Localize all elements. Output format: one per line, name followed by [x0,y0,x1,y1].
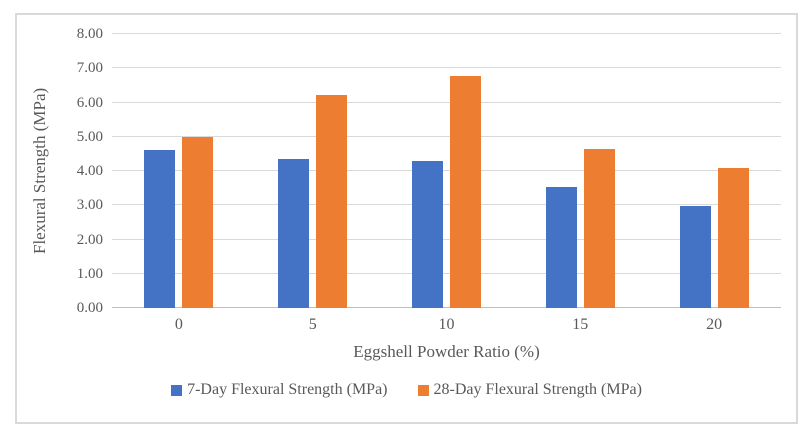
bar-28day-5 [316,95,348,308]
y-tick-label: 8.00 [76,26,103,42]
y-tick-label: 3.00 [76,197,103,214]
x-tick-label: 5 [308,316,317,333]
legend-label: 7-Day Flexural Strength (MPa) [187,381,388,398]
bar-28day-20 [717,168,749,308]
legend-item-28day: 28-Day Flexural Strength (MPa) [417,381,642,399]
x-axis-line [112,307,781,308]
bar-group-5 [246,34,380,308]
bar-28day-0 [182,136,214,308]
y-tick-label: 7.00 [76,60,103,77]
bar-group-0 [112,34,246,308]
x-axis-tick-labels: 0 5 10 15 20 [112,316,781,334]
legend-swatch-icon [417,384,429,396]
bar-7day-0 [144,149,176,308]
x-tick-label: 0 [174,316,183,333]
bar-group-10 [380,34,514,308]
bar-28day-10 [449,75,481,308]
bar-7day-5 [278,158,310,308]
gridline [112,33,781,34]
bar-28day-15 [583,149,615,308]
gridline [112,238,781,240]
gridline [112,101,781,103]
y-axis-tick-labels: 0.00 1.00 2.00 3.00 4.00 5.00 6.00 7.00 8.00 [17,26,103,316]
x-tick-label: 20 [706,316,723,333]
x-tick-label: 15 [572,316,589,333]
bar-7day-10 [411,161,443,308]
y-tick-label: 5.00 [76,128,103,145]
gridline [112,67,781,69]
chart-frame: Flexural Strength (MPa) 0.00 1.00 2.00 3.00… [15,13,798,424]
y-tick-label: 0.00 [76,300,103,316]
plot-area [112,33,781,308]
gridline [112,170,781,171]
legend-label: 28-Day Flexural Strength (MPa) [433,381,642,398]
legend-swatch-icon [171,384,183,396]
y-tick-label: 4.00 [76,163,103,179]
legend-item-7day: 7-Day Flexural Strength (MPa) [171,381,388,399]
bar-7day-20 [679,205,711,308]
bar-group-15 [513,34,647,308]
bar-7day-15 [545,187,577,308]
gridline [112,204,781,206]
gridline [112,135,781,137]
bar-group-20 [647,34,781,308]
y-tick-label: 1.00 [76,265,103,282]
x-axis-title: Eggshell Powder Ratio (%) [353,342,540,361]
gridline [112,272,781,274]
x-tick-label: 10 [438,316,455,333]
y-tick-label: 6.00 [76,94,103,111]
legend: 7-Day Flexural Strength (MPa) 28-Day Flex… [17,381,796,399]
y-tick-label: 2.00 [76,231,103,248]
